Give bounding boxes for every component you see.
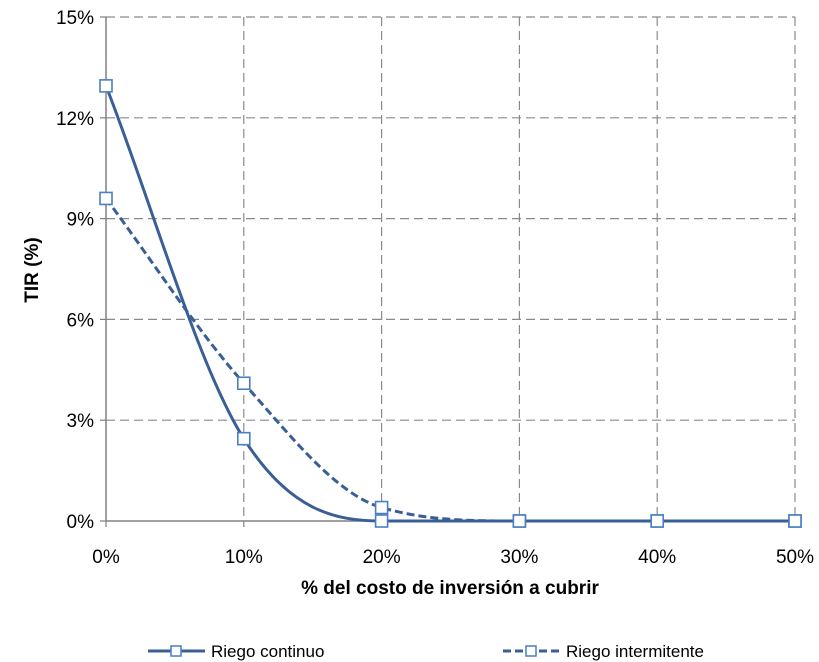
- data-point-riego-intermitente: [650, 514, 665, 528]
- legend-item-riego-intermitente: Riego intermitente: [503, 642, 704, 661]
- data-point-riego-intermitente: [788, 514, 802, 528]
- x-tick-label: 10%: [225, 547, 263, 568]
- x-tick-labels: 0% 10% 20% 30% 40% 50%: [92, 547, 814, 568]
- data-point-riego-intermitente: [512, 514, 527, 528]
- x-tick-label: 40%: [638, 547, 676, 568]
- series-line-riego-intermitente: [104, 197, 795, 523]
- y-tick-label: 15%: [56, 8, 94, 29]
- legend: Riego continuo Riego intermitente: [148, 642, 704, 661]
- data-point-riego-continuo: [237, 431, 251, 446]
- y-tick-label: 12%: [56, 109, 94, 130]
- y-axis-title: TIR (%): [22, 237, 43, 302]
- legend-label-riego-continuo: Riego continuo: [211, 642, 324, 661]
- data-point-riego-continuo: [374, 514, 389, 528]
- data-point-riego-intermitente: [99, 191, 113, 206]
- grid-lines: [106, 16, 796, 521]
- x-tick-label: 20%: [363, 547, 401, 568]
- y-tick-label: 0%: [67, 512, 95, 533]
- series-line-riego-continuo: [104, 85, 795, 523]
- x-tick-label: 0%: [92, 547, 120, 568]
- legend-marker-riego-intermitente: [525, 645, 537, 657]
- legend-item-riego-continuo: Riego continuo: [148, 642, 324, 661]
- data-point-riego-intermitente: [374, 500, 389, 515]
- y-tick-label: 6%: [67, 310, 95, 331]
- legend-marker-riego-continuo: [170, 645, 182, 657]
- y-tick-label: 9%: [67, 210, 95, 231]
- data-point-riego-continuo: [99, 79, 113, 93]
- series-layer: [99, 79, 802, 528]
- y-tick-labels: 0% 3% 6% 9% 12% 15%: [56, 8, 94, 533]
- x-tick-label: 30%: [500, 547, 538, 568]
- axes: [100, 16, 796, 527]
- data-point-riego-intermitente: [237, 376, 251, 391]
- x-axis-title: % del costo de inversión a cubrir: [301, 578, 599, 599]
- legend-label-riego-intermitente: Riego intermitente: [566, 642, 704, 661]
- y-tick-label: 3%: [67, 411, 95, 432]
- x-tick-label: 50%: [776, 547, 814, 568]
